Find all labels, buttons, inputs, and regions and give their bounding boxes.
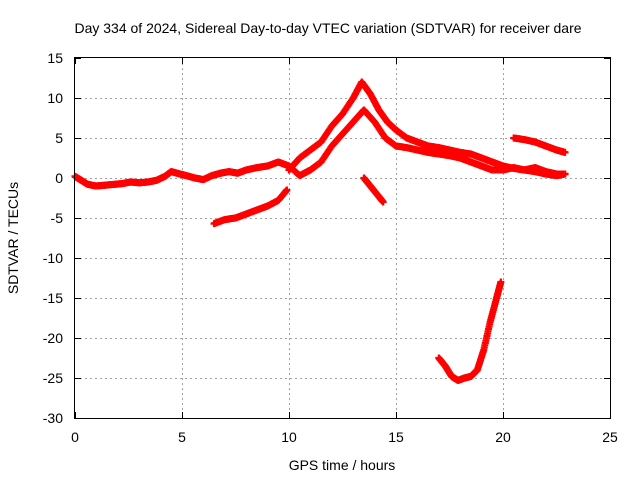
track-upper-right: [510, 134, 569, 156]
data-marks: [71, 78, 569, 384]
track-14h-segment: [360, 174, 387, 206]
x-tick-label: 10: [281, 429, 297, 445]
y-tick-label: 10: [47, 90, 63, 106]
track-17h-dip: [435, 278, 505, 384]
y-tick-labels: -30 -25 -20 -15 -10 -5 0 5 10 15: [43, 50, 63, 426]
y-tick-label: 5: [55, 130, 63, 146]
data-point: [497, 278, 505, 286]
track-main-low: [71, 106, 569, 190]
y-tick-label: -10: [43, 250, 63, 266]
x-tick-label: 5: [178, 429, 186, 445]
x-axis-label: GPS time / hours: [289, 457, 396, 473]
y-tick-label: 0: [55, 170, 63, 186]
data-point: [283, 186, 291, 194]
chart-title: Day 334 of 2024, Sidereal Day-to-day VTE…: [74, 20, 581, 36]
y-tick-label: -5: [51, 210, 64, 226]
data-point: [561, 148, 569, 156]
plot-frame: [74, 57, 611, 419]
data-point: [561, 170, 569, 178]
track-mid-left: [210, 186, 291, 228]
y-axis-label: SDTVAR / TECUs: [5, 182, 21, 294]
x-tick-label: 25: [602, 429, 618, 445]
y-tick-label: -20: [43, 330, 63, 346]
y-tick-label: 15: [47, 50, 63, 66]
y-tick-label: -30: [43, 410, 63, 426]
x-tick-label: 15: [388, 429, 404, 445]
x-tick-label: 0: [71, 429, 79, 445]
x-tick-label: 20: [495, 429, 511, 445]
y-tick-label: -15: [43, 290, 63, 306]
y-tick-label: -25: [43, 370, 63, 386]
track-main-high: [285, 78, 569, 178]
x-tick-labels: 0 5 10 15 20 25: [71, 429, 618, 445]
data-point: [379, 198, 387, 206]
